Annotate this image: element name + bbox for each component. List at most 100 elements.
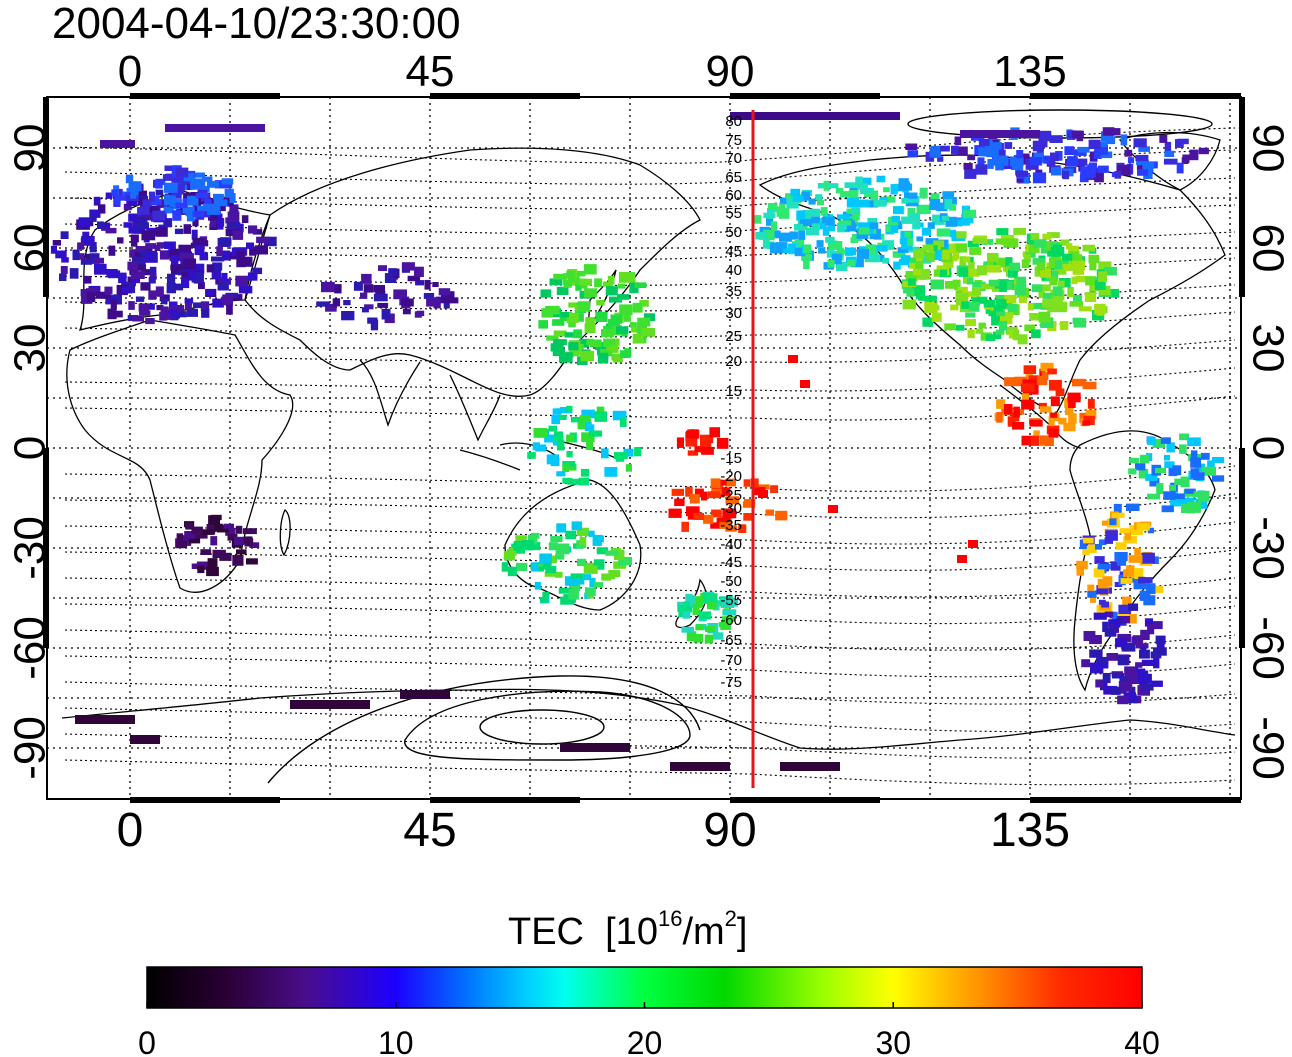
- africa-outline: [66, 319, 294, 593]
- tec-cell: [1182, 154, 1190, 164]
- tec-cell: [681, 626, 694, 633]
- tec-cell: [991, 285, 1004, 292]
- tec-cell: [1049, 276, 1058, 286]
- tec-cell: [236, 549, 247, 555]
- tec-cell: [108, 245, 116, 256]
- tec-cell: [1126, 503, 1140, 511]
- tec-cell: [579, 415, 591, 423]
- tec-cell: [1021, 435, 1035, 446]
- tec-cell: [689, 494, 700, 504]
- tec-cell: [944, 323, 956, 331]
- tec-cell: [997, 149, 1006, 156]
- bottom-lon-tick-label: 180: [1290, 804, 1292, 857]
- tec-cell: [1139, 454, 1150, 464]
- tec-cell: [201, 529, 215, 535]
- tec-cell: [1062, 253, 1073, 261]
- tec-cell: [235, 525, 243, 534]
- tec-cell: [186, 211, 195, 222]
- tec-cell: [989, 142, 1002, 150]
- tec-cell: [388, 268, 397, 277]
- tec-cell: [142, 199, 152, 207]
- tec-cell: [1136, 668, 1146, 676]
- tec-cell: [101, 222, 111, 231]
- tec-cell: [1059, 278, 1071, 288]
- tec-cell: [229, 193, 236, 203]
- tec-cell: [182, 198, 192, 205]
- tec-cell: [818, 247, 826, 254]
- top-lon-tick-label: 90: [706, 47, 755, 96]
- tec-cell: [175, 167, 189, 178]
- tec-cell: [1135, 662, 1143, 668]
- tec-cell: [1135, 154, 1149, 162]
- tec-cell: [909, 212, 921, 224]
- tec-cell: [562, 464, 570, 472]
- tec-cell: [1051, 167, 1061, 176]
- colorbar-unit-base: [10: [605, 911, 658, 953]
- tec-cell: [855, 176, 863, 187]
- tec-cell: [892, 251, 906, 258]
- right-lat-tick-label: 0: [1244, 436, 1292, 460]
- bottom-lon-tick-label: 0: [117, 804, 144, 857]
- tec-cell: [1212, 457, 1225, 463]
- tec-cell: [972, 281, 986, 292]
- tec-cell: [556, 440, 565, 451]
- tec-cell: [1143, 595, 1156, 606]
- tec-cell: [995, 164, 1004, 171]
- tec-cell: [801, 191, 810, 201]
- tec-cell: [943, 259, 954, 268]
- tec-cell: [821, 216, 835, 226]
- tec-cell: [780, 762, 840, 771]
- meridian-mlat-label: 45: [725, 243, 742, 260]
- tec-cell: [206, 566, 219, 577]
- tec-cell: [915, 261, 924, 269]
- tec-cell: [851, 207, 861, 216]
- tec-cell: [1055, 260, 1063, 270]
- tec-cell: [135, 264, 147, 271]
- tec-cell: [1032, 140, 1044, 152]
- tec-cell: [227, 211, 240, 222]
- tec-cell: [384, 273, 397, 283]
- tec-cell: [170, 264, 184, 271]
- tec-cell: [699, 611, 711, 620]
- tec-cell: [1054, 265, 1067, 275]
- tec-cell: [60, 231, 69, 239]
- tec-cell: [1071, 276, 1078, 285]
- tec-cell: [1097, 165, 1109, 173]
- tec-cell: [681, 521, 689, 532]
- tec-cell: [828, 240, 838, 250]
- tec-cell: [627, 273, 636, 283]
- tec-cell: [949, 203, 957, 211]
- tec-cell: [55, 250, 67, 259]
- tec-cell: [1141, 659, 1156, 666]
- tec-cell: [937, 156, 944, 162]
- tec-cell: [80, 293, 93, 304]
- tec-cell: [1050, 152, 1059, 162]
- tec-cell: [206, 264, 214, 273]
- tec-cell: [685, 430, 693, 438]
- tec-cell: [725, 496, 739, 505]
- tec-cell: [249, 542, 260, 548]
- tec-cell: [907, 278, 916, 286]
- tec-cell: [414, 266, 424, 277]
- tec-cell: [1153, 657, 1160, 669]
- tec-cell: [185, 182, 193, 190]
- meridian-mlat-label: -20: [720, 468, 742, 485]
- tec-cell: [1050, 412, 1058, 418]
- tec-cell: [954, 136, 962, 146]
- tec-cell: [1043, 155, 1050, 164]
- tec-cell: [1062, 258, 1069, 264]
- meridian-mlat-label: -75: [720, 674, 742, 691]
- tec-cell: [547, 305, 560, 314]
- tec-cell: [827, 223, 835, 232]
- tec-cell: [176, 205, 188, 215]
- tec-cell: [849, 187, 859, 193]
- tec-cell: [568, 342, 579, 351]
- tec-cell: [614, 549, 625, 561]
- tec-cell: [541, 308, 554, 318]
- tec-cell: [97, 221, 104, 229]
- tec-cell: [709, 427, 720, 438]
- tec-cell: [844, 223, 857, 232]
- tec-cell: [1089, 635, 1102, 645]
- tec-cell: [1048, 379, 1062, 391]
- tec-cell: [618, 557, 632, 566]
